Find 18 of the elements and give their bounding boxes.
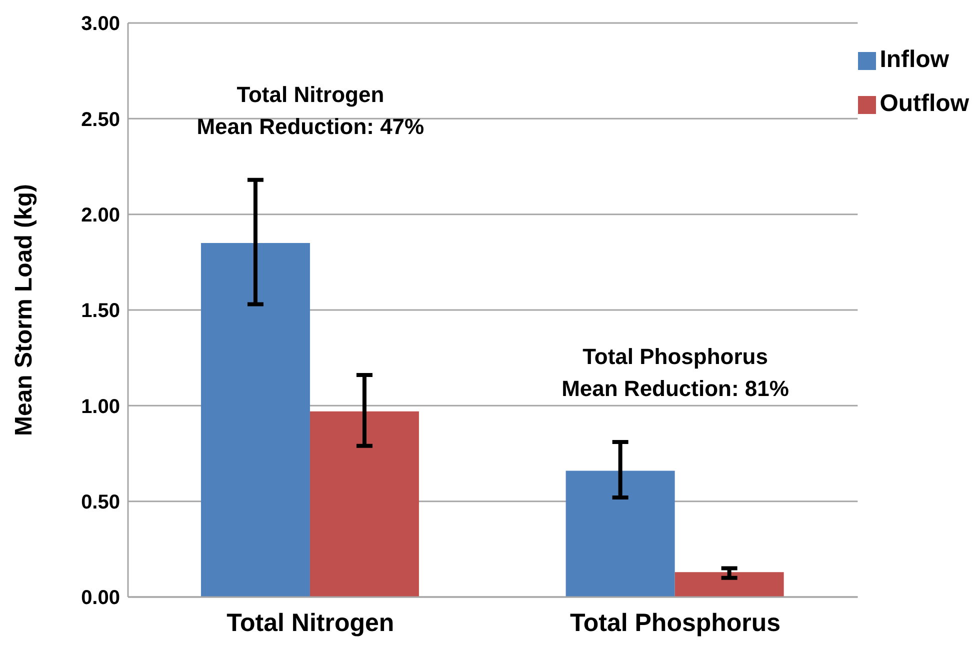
y-tick-label: 0.50 <box>81 491 120 514</box>
y-axis-title: Mean Storm Load (kg) <box>10 184 38 436</box>
x-tick-label: Total Phosphorus <box>570 608 781 637</box>
y-tick-label: 3.00 <box>81 13 120 36</box>
legend-label: Outflow <box>880 90 969 117</box>
y-tick-label: 2.50 <box>81 108 120 131</box>
bar <box>200 243 310 597</box>
x-tick-label: Total Nitrogen <box>226 608 394 637</box>
bar <box>310 411 419 597</box>
bar <box>566 470 675 597</box>
annotation: Total Nitrogen Mean Reduction: 47% <box>196 82 424 139</box>
y-tick-label: 2.00 <box>81 204 120 226</box>
y-tick-label: 1.00 <box>81 396 120 418</box>
y-tick-label: 0.00 <box>81 587 120 610</box>
y-tick-label: 1.50 <box>81 300 120 322</box>
annotation: Total Phosphorus Mean Reduction: 81% <box>562 344 789 402</box>
bar <box>674 572 784 597</box>
legend-label: Inflow <box>880 46 950 73</box>
